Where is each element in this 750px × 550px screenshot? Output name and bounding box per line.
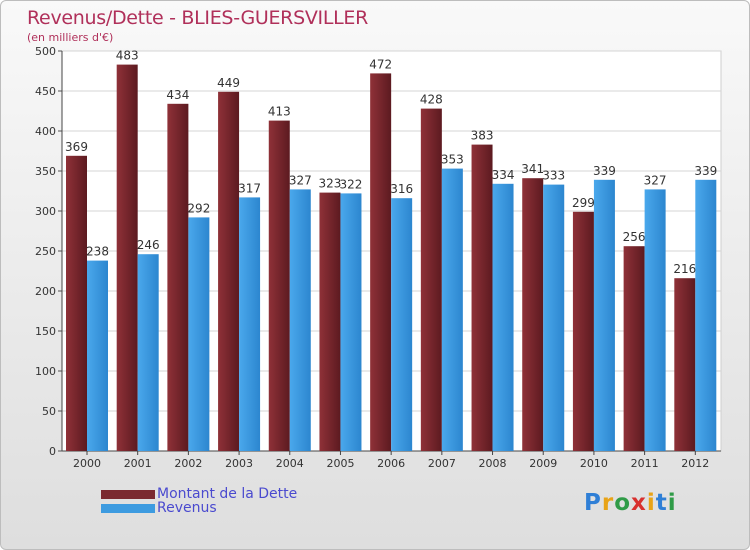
y-tick-label: 100 [35,365,56,378]
y-tick-label: 150 [35,325,56,338]
data-label-revenus: 353 [441,153,464,167]
logo-letter: i [646,490,656,516]
data-label-revenus: 327 [289,173,312,187]
data-label-revenus: 238 [86,245,109,259]
data-label-revenus: 339 [593,164,616,178]
logo-letter: t [655,490,668,516]
logo-letter: r [601,490,615,516]
bar-dette [674,278,696,451]
legend-item-revenus: Revenus [101,501,297,515]
bar-dette [420,108,442,451]
x-tick-label: 2002 [174,457,202,470]
bar-revenus [137,254,159,451]
data-label-revenus: 317 [238,181,261,195]
legend-item-dette: Montant de la Dette [101,487,297,501]
x-tick-label: 2001 [124,457,152,470]
bar-dette [218,91,240,452]
x-tick-label: 2007 [428,457,456,470]
bar-dette [623,246,645,451]
y-tick-label: 50 [42,405,56,418]
bar-dette [319,192,341,451]
legend-label-revenus: Revenus [157,500,217,516]
bar-revenus [441,168,463,451]
y-tick-label: 450 [35,85,56,98]
bar-dette [471,144,493,451]
x-tick-label: 2003 [225,457,253,470]
data-label-revenus: 333 [542,169,565,183]
legend-label-dette: Montant de la Dette [157,486,298,502]
bar-dette [572,211,594,451]
data-label-dette: 341 [521,162,544,176]
data-label-dette: 216 [673,262,696,276]
data-label-revenus: 334 [492,168,515,182]
y-tick-label: 0 [49,445,56,458]
bar-revenus [188,217,210,451]
legend-swatch-dette [101,489,155,499]
y-tick-label: 250 [35,245,56,258]
y-tick-label: 200 [35,285,56,298]
data-label-revenus: 316 [390,182,413,196]
data-label-dette: 369 [65,140,88,154]
data-label-revenus: 246 [137,238,160,252]
y-tick-label: 300 [35,205,56,218]
data-label-revenus: 322 [340,177,363,191]
x-tick-label: 2004 [276,457,304,470]
x-tick-label: 2011 [631,457,659,470]
data-label-dette: 323 [319,177,342,191]
y-tick-label: 500 [35,45,56,58]
data-label-revenus: 292 [187,201,210,215]
bar-dette [116,64,138,451]
data-label-dette: 299 [572,196,595,210]
data-label-revenus: 339 [694,164,717,178]
data-label-dette: 383 [471,129,494,143]
bar-revenus [644,189,666,451]
proxiti-logo: Proxiti [584,490,677,516]
logo-letter: x [631,490,647,516]
bar-dette [66,155,87,452]
bar-revenus [391,198,413,451]
chart-title: Revenus/Dette - BLIES-GUERSVILLER [27,7,369,29]
chart-subtitle: (en milliers d'€) [27,31,114,44]
data-label-revenus: 327 [644,173,667,187]
x-tick-label: 2010 [580,457,608,470]
x-tick-label: 2009 [529,457,557,470]
x-tick-label: 2005 [326,457,354,470]
bar-revenus [543,184,565,451]
bar-revenus [87,260,108,451]
data-label-dette: 256 [623,230,646,244]
logo-letter: o [614,490,632,516]
x-tick-label: 2008 [479,457,507,470]
logo-letter: P [584,490,602,516]
data-label-dette: 428 [420,93,443,107]
x-tick-label: 2012 [681,457,709,470]
bar-revenus [289,189,311,451]
legend: Montant de la Dette Revenus [101,487,297,515]
bar-dette [522,178,544,451]
bar-revenus [593,179,615,452]
x-tick-label: 2000 [73,457,101,470]
bar-revenus [340,193,362,451]
data-label-dette: 472 [369,57,392,71]
bar-dette [167,103,189,452]
bar-dette [370,73,392,452]
y-tick-label: 400 [35,125,56,138]
x-tick-label: 2006 [377,457,405,470]
bar-dette [268,120,290,451]
data-label-dette: 449 [217,76,240,90]
y-tick-label: 350 [35,165,56,178]
legend-swatch-revenus [101,503,155,513]
bar-revenus [239,197,261,451]
logo-letter: i [667,490,677,516]
data-label-dette: 483 [116,49,139,63]
bar-revenus [492,183,514,452]
bar-revenus [695,179,717,452]
data-label-dette: 434 [166,88,189,102]
data-label-dette: 413 [268,105,291,119]
